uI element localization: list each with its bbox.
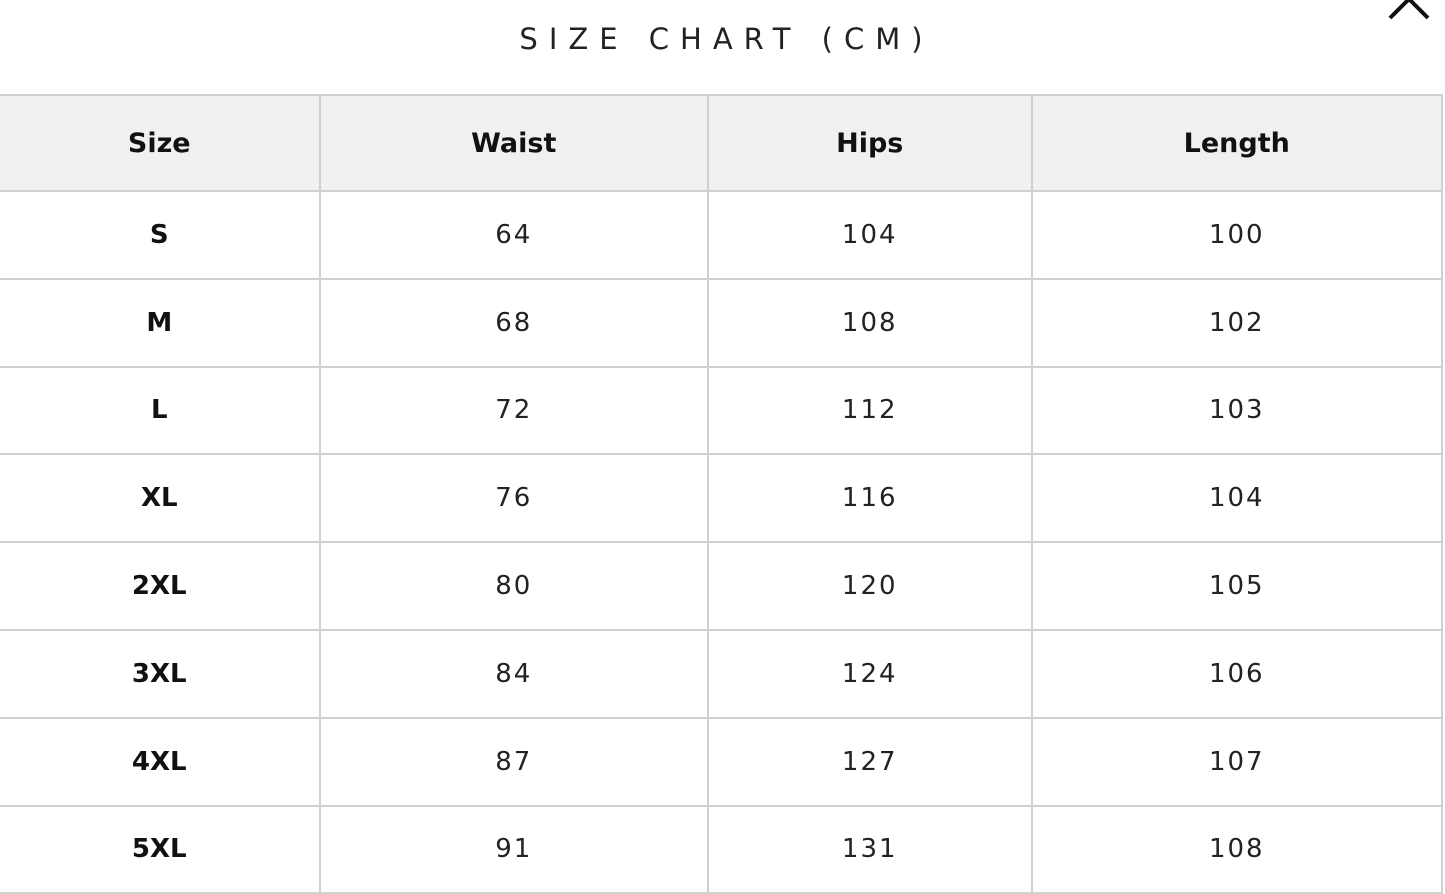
cell-waist: 84 xyxy=(318,628,709,719)
cell-waist: 76 xyxy=(318,453,709,544)
page-title: SIZE CHART (CM) xyxy=(519,22,934,56)
cell-hips: 127 xyxy=(706,716,1033,807)
column-header-waist: Waist xyxy=(318,94,709,192)
cell-waist: 72 xyxy=(318,365,709,456)
table-row: S 64 104 100 xyxy=(0,190,1444,280)
cell-size: 2XL xyxy=(0,541,321,631)
cell-size: 5XL xyxy=(0,804,321,894)
cell-size: M xyxy=(0,277,321,368)
table-row: 2XL 80 120 105 xyxy=(0,541,1444,631)
table-row: 5XL 91 131 108 xyxy=(0,804,1444,894)
cell-length: 105 xyxy=(1030,541,1444,631)
table-row: L 72 112 103 xyxy=(0,365,1444,456)
cell-waist: 68 xyxy=(318,277,709,368)
cell-length: 108 xyxy=(1030,804,1444,894)
cell-waist: 87 xyxy=(318,716,709,807)
cell-length: 100 xyxy=(1030,190,1444,280)
cell-size: 4XL xyxy=(0,716,321,807)
cell-waist: 64 xyxy=(318,190,709,280)
size-chart-table: Size Waist Hips Length S 64 104 100 M 68 108 102 L 7… xyxy=(0,94,1444,894)
close-icon xyxy=(1388,0,1430,20)
close-button[interactable] xyxy=(1384,0,1434,20)
cell-length: 102 xyxy=(1030,277,1444,368)
cell-hips: 112 xyxy=(706,365,1033,456)
cell-hips: 104 xyxy=(706,190,1033,280)
cell-size: XL xyxy=(0,453,321,544)
table-header-row: Size Waist Hips Length xyxy=(0,94,1444,192)
cell-hips: 124 xyxy=(706,628,1033,719)
cell-size: S xyxy=(0,190,321,280)
cell-waist: 91 xyxy=(318,804,709,894)
table-row: 3XL 84 124 106 xyxy=(0,628,1444,719)
table-row: XL 76 116 104 xyxy=(0,453,1444,544)
cell-waist: 80 xyxy=(318,541,709,631)
cell-hips: 108 xyxy=(706,277,1033,368)
table-row: M 68 108 102 xyxy=(0,277,1444,368)
column-header-hips: Hips xyxy=(706,94,1033,192)
cell-size: L xyxy=(0,365,321,456)
cell-hips: 131 xyxy=(706,804,1033,894)
cell-length: 107 xyxy=(1030,716,1444,807)
column-header-size: Size xyxy=(0,94,321,192)
cell-length: 104 xyxy=(1030,453,1444,544)
cell-hips: 116 xyxy=(706,453,1033,544)
table-row: 4XL 87 127 107 xyxy=(0,716,1444,807)
cell-length: 103 xyxy=(1030,365,1444,456)
cell-size: 3XL xyxy=(0,628,321,719)
cell-hips: 120 xyxy=(706,541,1033,631)
cell-length: 106 xyxy=(1030,628,1444,719)
column-header-length: Length xyxy=(1030,94,1444,192)
